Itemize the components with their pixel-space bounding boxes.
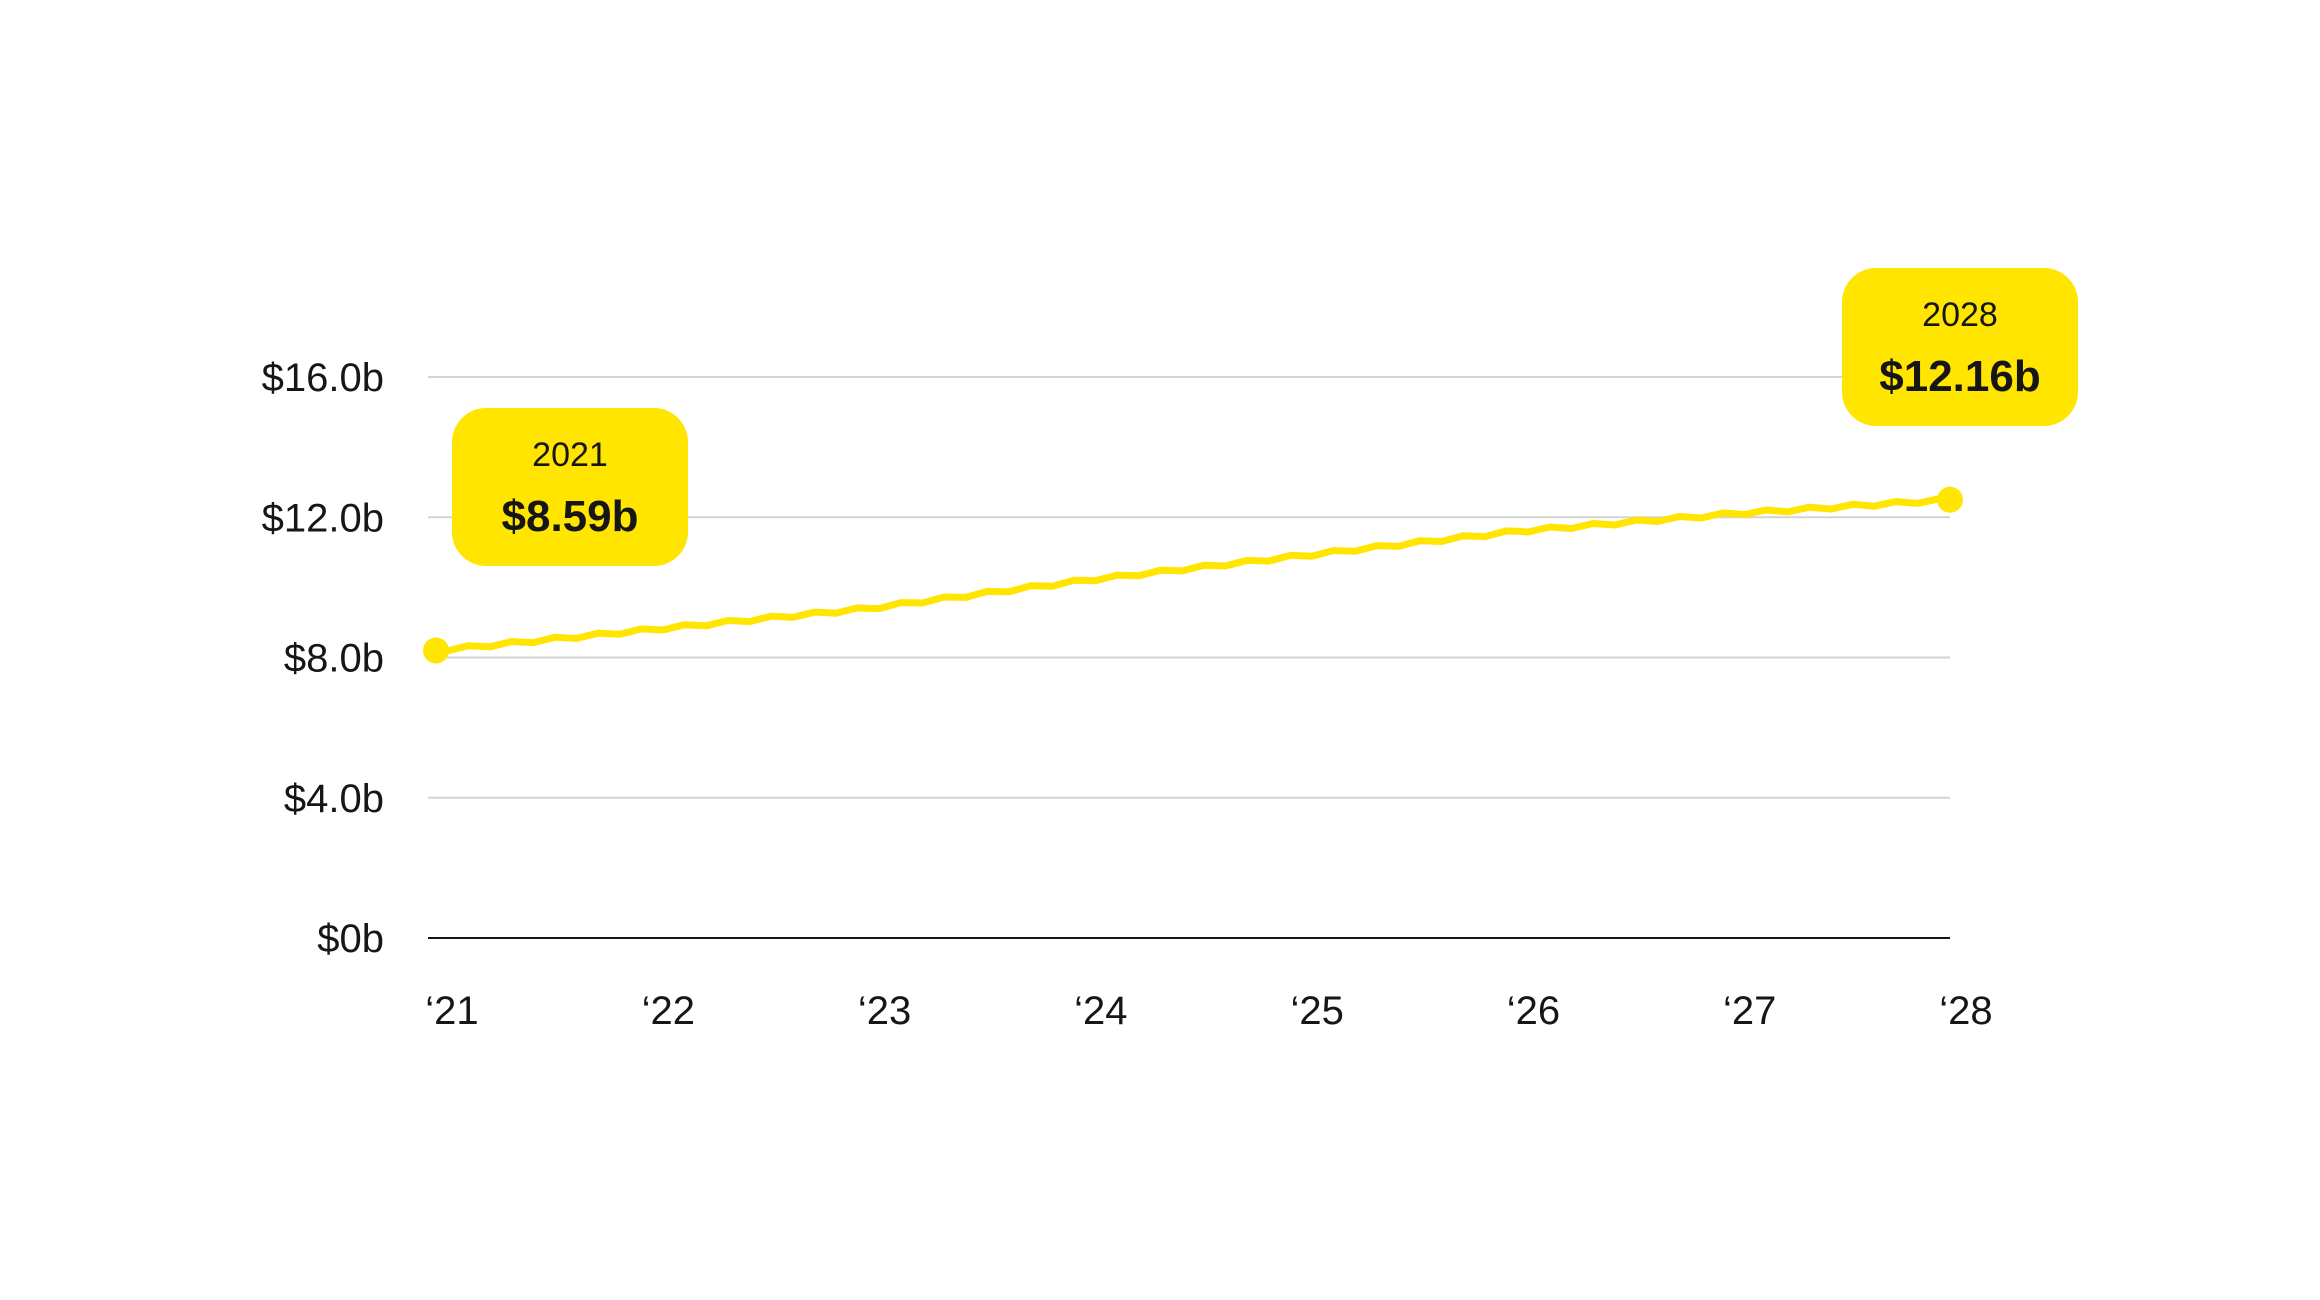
x-tick-label: ‘26 [1507, 989, 1560, 1033]
y-tick-label: $4.0b [284, 777, 384, 821]
x-tick-label: ‘27 [1723, 989, 1776, 1033]
y-tick-label: $16.0b [262, 356, 384, 400]
y-tick-label: $12.0b [262, 496, 384, 540]
x-tick-label: ‘22 [642, 989, 695, 1033]
callout-year-label: 2021 [532, 436, 608, 474]
x-axis-ticks: ‘21 ‘22 ‘23 ‘24 ‘25 ‘26 ‘27 ‘28 [425, 989, 1992, 1033]
series-layer [423, 486, 1963, 664]
callout-2028: 2028 $12.16b [1842, 268, 2078, 426]
callout-2021: 2021 $8.59b [452, 408, 688, 566]
callout-value-label: $8.59b [502, 492, 639, 541]
x-tick-label: ‘28 [1939, 989, 1992, 1033]
end-point-marker [1937, 486, 1963, 513]
x-tick-label: ‘21 [425, 989, 478, 1033]
y-tick-label: $8.0b [284, 637, 384, 681]
start-point-marker [423, 637, 449, 664]
x-tick-label: ‘24 [1074, 989, 1127, 1033]
x-tick-label: ‘25 [1290, 989, 1343, 1033]
callout-value-label: $12.16b [1879, 352, 2040, 401]
callout-layer: 2021 $8.59b 2028 $12.16b [452, 268, 2078, 566]
y-tick-label: $0b [317, 917, 384, 961]
callout-background [452, 408, 688, 566]
series-line [432, 495, 1954, 655]
callout-year-label: 2028 [1922, 296, 1998, 334]
callout-background [1842, 268, 2078, 426]
y-axis-ticks: $0b $4.0b $8.0b $12.0b $16.0b [262, 356, 384, 961]
x-tick-label: ‘23 [858, 989, 911, 1033]
